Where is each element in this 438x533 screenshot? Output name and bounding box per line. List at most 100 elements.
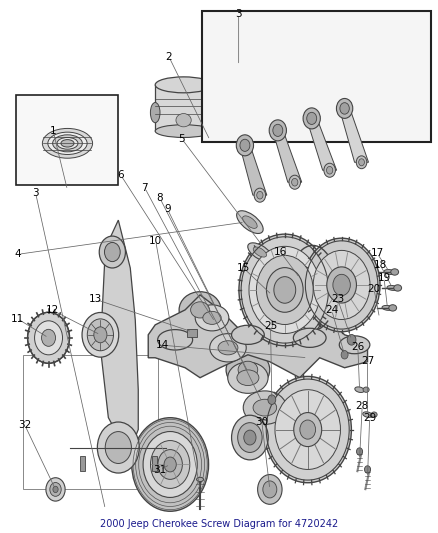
Circle shape bbox=[53, 486, 58, 492]
Circle shape bbox=[300, 420, 315, 439]
Ellipse shape bbox=[53, 135, 82, 152]
Polygon shape bbox=[339, 108, 368, 162]
Ellipse shape bbox=[61, 140, 74, 147]
Ellipse shape bbox=[179, 292, 221, 328]
Ellipse shape bbox=[150, 102, 160, 123]
Circle shape bbox=[97, 422, 139, 473]
Circle shape bbox=[266, 268, 303, 312]
Text: 30: 30 bbox=[255, 417, 268, 427]
Circle shape bbox=[347, 335, 356, 345]
Circle shape bbox=[324, 163, 336, 177]
Circle shape bbox=[303, 108, 320, 129]
Ellipse shape bbox=[57, 138, 78, 149]
Circle shape bbox=[257, 191, 263, 199]
Ellipse shape bbox=[384, 270, 395, 274]
Ellipse shape bbox=[363, 387, 369, 392]
Ellipse shape bbox=[218, 341, 238, 355]
Ellipse shape bbox=[253, 247, 267, 257]
Text: 23: 23 bbox=[331, 294, 344, 304]
Circle shape bbox=[327, 267, 357, 303]
Circle shape bbox=[46, 478, 65, 501]
Circle shape bbox=[275, 390, 340, 470]
Text: 4: 4 bbox=[15, 249, 21, 259]
Circle shape bbox=[94, 327, 107, 343]
Circle shape bbox=[341, 351, 348, 359]
Circle shape bbox=[232, 415, 268, 460]
Text: 1: 1 bbox=[50, 126, 57, 136]
Text: 12: 12 bbox=[46, 305, 59, 315]
Circle shape bbox=[105, 243, 120, 262]
Ellipse shape bbox=[394, 285, 402, 291]
Text: 11: 11 bbox=[11, 313, 24, 324]
Ellipse shape bbox=[382, 305, 393, 310]
Circle shape bbox=[258, 474, 282, 504]
Ellipse shape bbox=[355, 387, 364, 392]
Ellipse shape bbox=[48, 132, 87, 155]
Circle shape bbox=[82, 312, 119, 357]
Text: 18: 18 bbox=[374, 261, 387, 270]
Polygon shape bbox=[100, 220, 138, 449]
Text: 28: 28 bbox=[356, 401, 369, 411]
Ellipse shape bbox=[155, 125, 212, 138]
Circle shape bbox=[268, 395, 276, 405]
Circle shape bbox=[249, 246, 321, 334]
Text: 31: 31 bbox=[153, 465, 167, 474]
Text: 14: 14 bbox=[155, 340, 169, 350]
Ellipse shape bbox=[210, 334, 246, 362]
Circle shape bbox=[289, 175, 300, 189]
Circle shape bbox=[263, 481, 277, 498]
Circle shape bbox=[326, 166, 333, 174]
Bar bbox=[16, 95, 118, 185]
Bar bbox=[80, 456, 85, 471]
Bar bbox=[152, 456, 157, 471]
Text: 10: 10 bbox=[149, 236, 162, 246]
Ellipse shape bbox=[391, 269, 399, 275]
Text: 6: 6 bbox=[117, 170, 124, 180]
Circle shape bbox=[294, 413, 321, 447]
Text: 5: 5 bbox=[179, 134, 185, 144]
Ellipse shape bbox=[176, 114, 191, 127]
Circle shape bbox=[158, 450, 182, 479]
Circle shape bbox=[269, 120, 286, 141]
Text: 13: 13 bbox=[89, 294, 102, 304]
Ellipse shape bbox=[226, 351, 270, 389]
Text: 7: 7 bbox=[141, 183, 148, 193]
Circle shape bbox=[340, 103, 350, 114]
Text: 29: 29 bbox=[363, 413, 376, 423]
Circle shape bbox=[28, 312, 70, 364]
Bar bbox=[155, 85, 212, 131]
Ellipse shape bbox=[197, 478, 204, 482]
Ellipse shape bbox=[237, 370, 259, 385]
Text: 24: 24 bbox=[325, 305, 338, 315]
Circle shape bbox=[151, 441, 190, 488]
Circle shape bbox=[143, 432, 197, 497]
Circle shape bbox=[239, 234, 331, 346]
Circle shape bbox=[333, 274, 350, 296]
Ellipse shape bbox=[371, 412, 377, 417]
Ellipse shape bbox=[279, 290, 321, 326]
Text: 2000 Jeep Cherokee Screw Diagram for 4720242: 2000 Jeep Cherokee Screw Diagram for 472… bbox=[100, 519, 338, 529]
Polygon shape bbox=[307, 118, 337, 170]
Text: 8: 8 bbox=[157, 193, 163, 204]
Ellipse shape bbox=[253, 399, 277, 416]
Circle shape bbox=[236, 135, 254, 156]
Circle shape bbox=[313, 251, 370, 319]
Text: 2: 2 bbox=[166, 52, 172, 61]
Ellipse shape bbox=[243, 391, 286, 424]
Circle shape bbox=[264, 376, 351, 483]
Ellipse shape bbox=[155, 77, 212, 93]
Ellipse shape bbox=[293, 328, 326, 348]
Ellipse shape bbox=[339, 336, 370, 354]
Circle shape bbox=[303, 238, 380, 332]
Circle shape bbox=[132, 418, 208, 511]
Ellipse shape bbox=[290, 300, 309, 316]
Bar bbox=[187, 329, 198, 337]
Circle shape bbox=[254, 188, 265, 202]
Text: 27: 27 bbox=[361, 356, 374, 366]
Text: 3: 3 bbox=[32, 188, 39, 198]
Ellipse shape bbox=[389, 305, 397, 311]
Text: 20: 20 bbox=[367, 284, 381, 294]
Circle shape bbox=[274, 277, 296, 303]
Ellipse shape bbox=[243, 216, 257, 228]
Circle shape bbox=[273, 124, 283, 136]
